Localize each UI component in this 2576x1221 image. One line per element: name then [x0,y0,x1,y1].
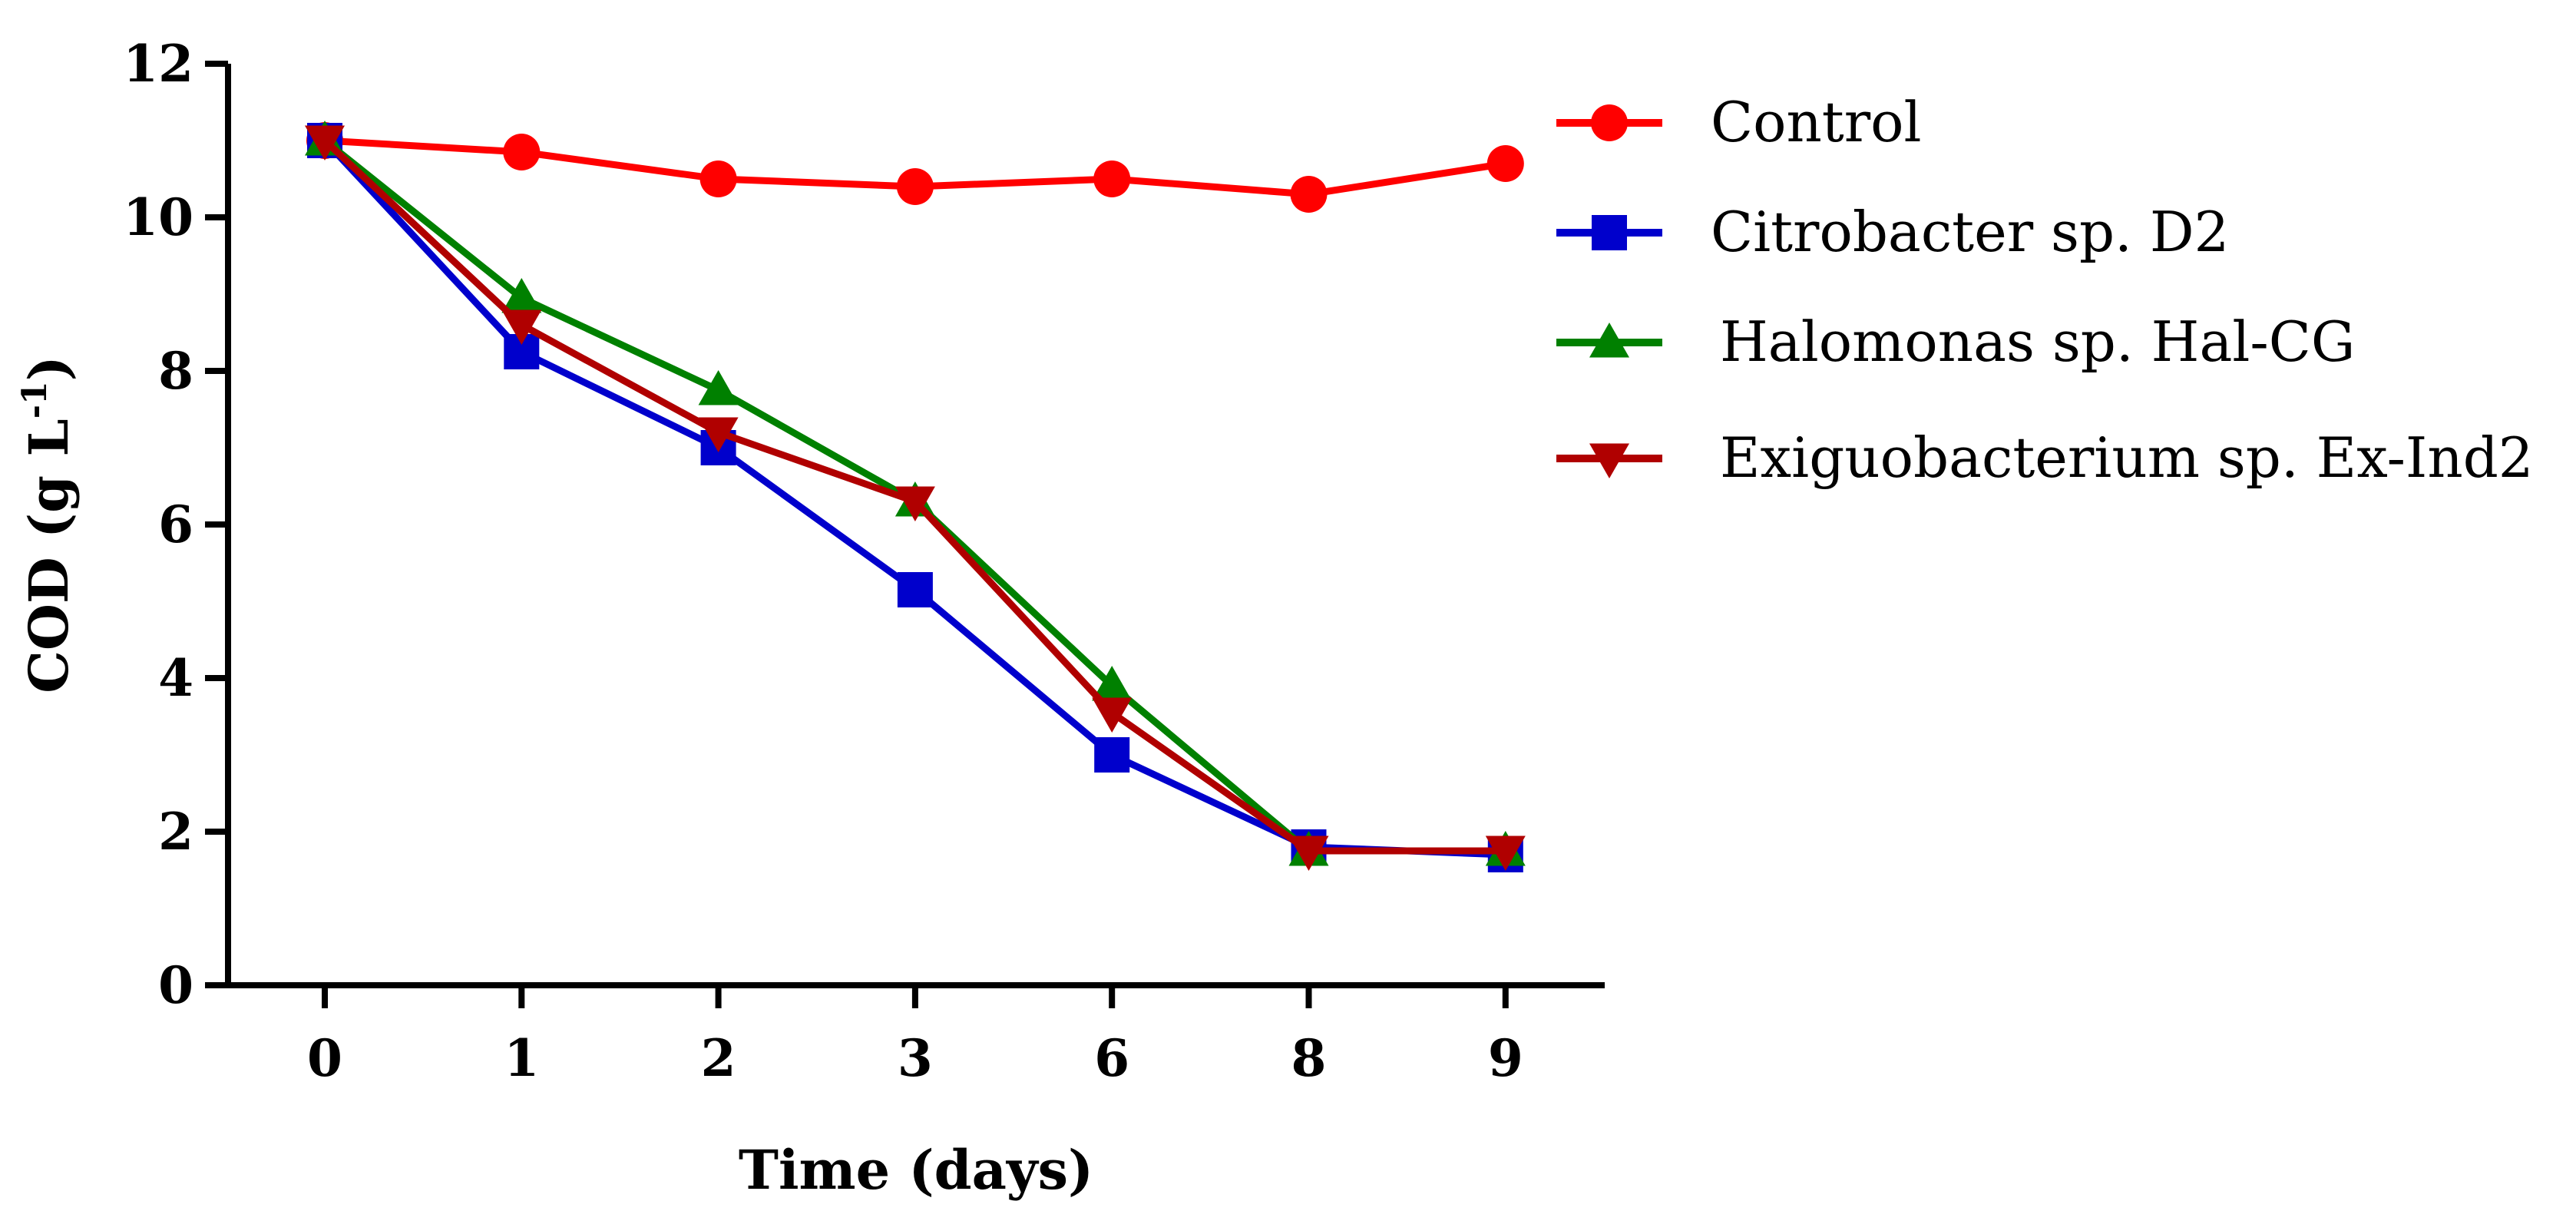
legend-item-2: Halomonas sp. Hal-CG [1556,309,2355,374]
y-tick-label: 2 [158,802,193,862]
x-tick-label: 8 [1291,1028,1327,1088]
data-point-2-4 [1092,666,1133,701]
data-point-3-6 [1485,836,1526,871]
legend-item-3: Exiguobacterium sp. Ex-Ind2 [1556,425,2534,490]
data-point-3-4 [1092,697,1133,733]
data-point-2-1 [501,278,542,313]
series-0 [306,122,1524,213]
legend-marker-2 [1589,323,1629,358]
y-axis-title-close: ) [17,356,81,381]
legend-label-0: Control [1711,90,1922,154]
legend: Control Citrobacter sp. D2 Halomonas sp. H… [1556,90,2534,490]
y-tick-label: 6 [158,495,193,554]
y-tick-label: 4 [158,648,193,708]
y-tick-label: 8 [158,341,193,401]
legend-item-1: Citrobacter sp. D2 [1556,200,2229,264]
x-axis-title: Time (days) [739,1138,1093,1202]
data-point-0-6 [1486,145,1524,182]
data-point-3-2 [698,417,739,452]
x-tick-label: 9 [1488,1028,1523,1088]
legend-label-1: Citrobacter sp. D2 [1711,200,2229,264]
data-point-1-4 [1094,737,1130,773]
data-point-0-4 [1093,160,1131,197]
y-tick-label: 0 [158,955,193,1015]
data-point-3-3 [894,486,935,521]
data-point-1-3 [897,572,933,607]
data-point-2-2 [698,370,739,405]
series-layer [305,121,1526,872]
legend-marker-3 [1589,443,1629,478]
data-point-0-5 [1290,176,1328,213]
data-point-3-5 [1288,836,1329,871]
y-axis-title: COD (g L-1) [15,356,81,693]
data-point-3-1 [501,309,542,345]
y-axis-title-main: COD (g L [17,419,81,693]
legend-label-3: Exiguobacterium sp. Ex-Ind2 [1720,425,2534,490]
legend-item-0: Control [1556,90,1922,154]
data-point-0-1 [503,134,541,170]
legend-label-2: Halomonas sp. Hal-CG [1720,309,2355,374]
y-tick-label: 10 [123,187,193,247]
data-point-0-3 [896,168,934,205]
data-point-0-2 [699,160,737,197]
y-axis-title-superscript: -1 [15,381,55,419]
legend-marker-1 [1592,215,1627,250]
x-tick-label: 1 [504,1028,539,1088]
x-tick-label: 6 [1094,1028,1129,1088]
data-point-3-0 [305,125,345,160]
x-tick-label: 0 [307,1028,342,1088]
series-3 [305,125,1526,871]
legend-marker-0 [1591,104,1628,141]
y-tick-label: 12 [123,34,193,94]
x-tick-label: 2 [701,1028,736,1088]
x-tick-label: 3 [898,1028,933,1088]
